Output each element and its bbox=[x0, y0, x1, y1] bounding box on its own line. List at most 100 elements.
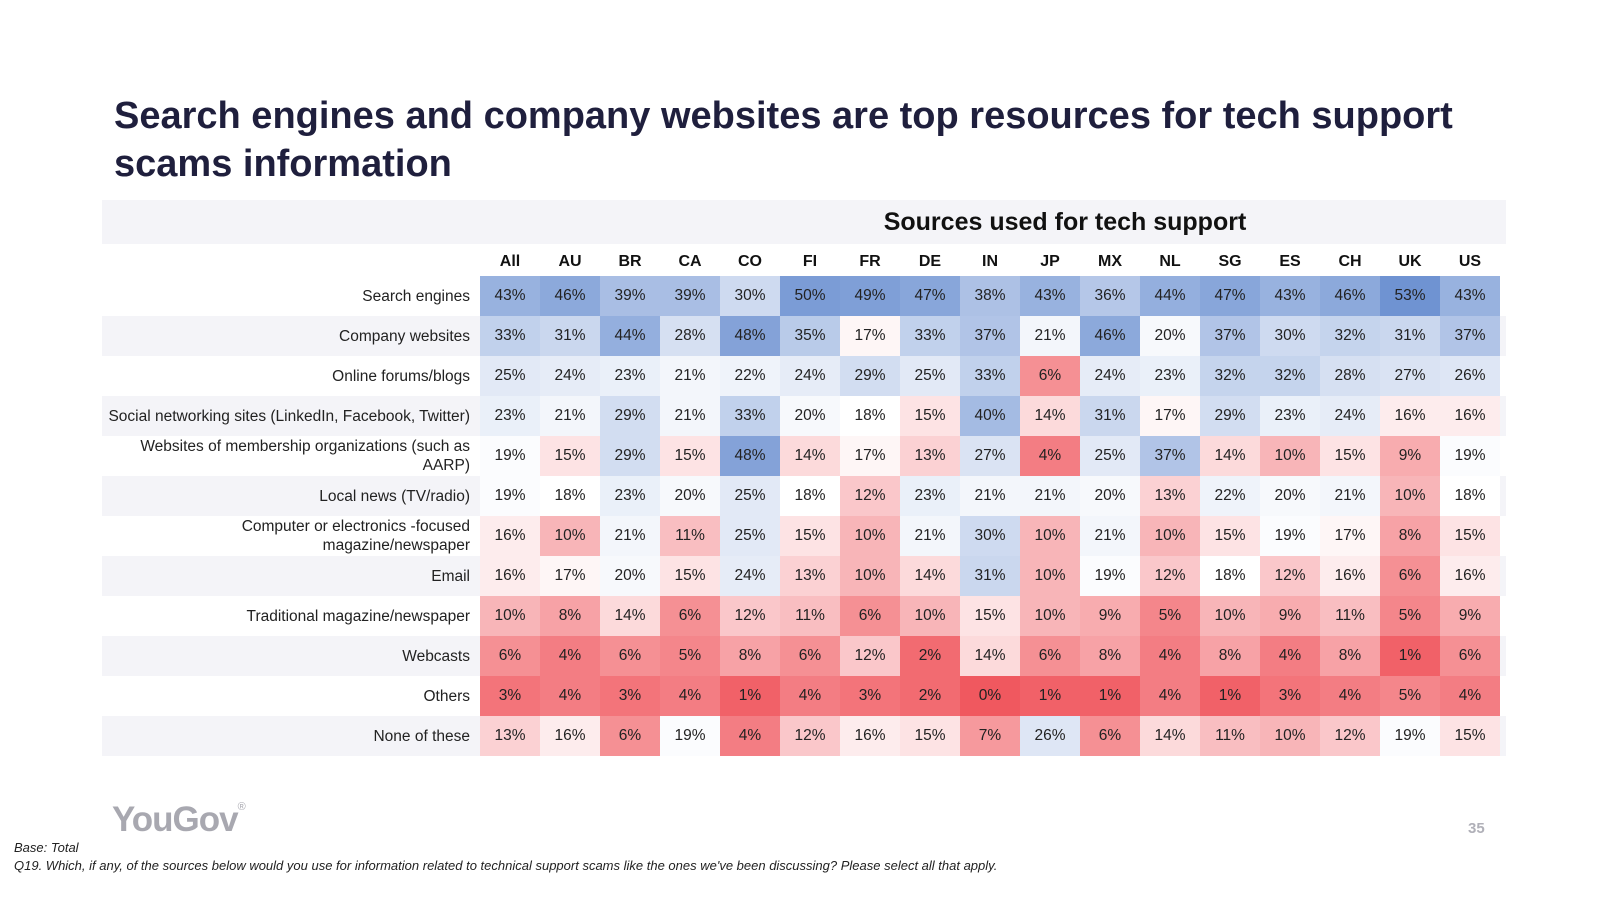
heatmap-cell: 15% bbox=[1440, 716, 1500, 756]
heatmap-cell: 4% bbox=[1440, 676, 1500, 716]
row-label: Online forums/blogs bbox=[332, 367, 470, 385]
heatmap-cell: 21% bbox=[1020, 316, 1080, 356]
heatmap-cell: 1% bbox=[720, 676, 780, 716]
heatmap-cell: 24% bbox=[1320, 396, 1380, 436]
heatmap-cell: 15% bbox=[1200, 516, 1260, 556]
heatmap-cell: 6% bbox=[1020, 636, 1080, 676]
heatmap-cell: 15% bbox=[780, 516, 840, 556]
heatmap-cell: 23% bbox=[900, 476, 960, 516]
heatmap-cell: 4% bbox=[1140, 636, 1200, 676]
heatmap-cell: 10% bbox=[1020, 516, 1080, 556]
heatmap-cell: 18% bbox=[780, 476, 840, 516]
heatmap-cell: 44% bbox=[600, 316, 660, 356]
heatmap-cell: 26% bbox=[1020, 716, 1080, 756]
heatmap-cell: 33% bbox=[480, 316, 540, 356]
heatmap-cell: 21% bbox=[600, 516, 660, 556]
heatmap-cell: 43% bbox=[1020, 276, 1080, 316]
heatmap-cell: 6% bbox=[840, 596, 900, 636]
column-header: JP bbox=[1040, 253, 1060, 270]
heatmap-cell: 1% bbox=[1080, 676, 1140, 716]
heatmap-cell: 20% bbox=[780, 396, 840, 436]
heatmap-cell: 47% bbox=[1200, 276, 1260, 316]
heatmap-cell: 21% bbox=[1320, 476, 1380, 516]
row-label: Webcasts bbox=[402, 647, 470, 665]
row-label: Websites of membership organizations (su… bbox=[140, 438, 470, 474]
heatmap-cell: 32% bbox=[1200, 356, 1260, 396]
heatmap-cell: 10% bbox=[1020, 596, 1080, 636]
heatmap-cell: 39% bbox=[660, 276, 720, 316]
heatmap-cell: 29% bbox=[600, 436, 660, 476]
heatmap-cell: 8% bbox=[540, 596, 600, 636]
row-label: Local news (TV/radio) bbox=[319, 487, 470, 505]
heatmap-cell: 23% bbox=[600, 476, 660, 516]
column-header: SG bbox=[1218, 253, 1242, 270]
heatmap-cell: 6% bbox=[780, 636, 840, 676]
column-header: FI bbox=[802, 253, 818, 270]
heatmap-cell: 29% bbox=[600, 396, 660, 436]
heatmap-cell: 8% bbox=[720, 636, 780, 676]
heatmap-cell: 4% bbox=[720, 716, 780, 756]
heatmap-cell: 46% bbox=[1320, 276, 1380, 316]
heatmap-cell: 43% bbox=[480, 276, 540, 316]
heatmap-cell: 17% bbox=[1320, 516, 1380, 556]
heatmap-cell: 12% bbox=[1260, 556, 1320, 596]
heatmap-cell: 27% bbox=[1380, 356, 1440, 396]
heatmap-cell: 19% bbox=[1380, 716, 1440, 756]
heatmap-cell: 21% bbox=[900, 516, 960, 556]
heatmap-cell: 31% bbox=[960, 556, 1020, 596]
heatmap-cell: 22% bbox=[720, 356, 780, 396]
heatmap-cell: 9% bbox=[1080, 596, 1140, 636]
heatmap-cell: 38% bbox=[960, 276, 1020, 316]
heatmap-cell: 10% bbox=[1260, 716, 1320, 756]
heatmap-cell: 5% bbox=[1380, 596, 1440, 636]
heatmap-cell: 10% bbox=[480, 596, 540, 636]
heatmap-cell: 10% bbox=[1200, 596, 1260, 636]
heatmap-cell: 29% bbox=[1200, 396, 1260, 436]
heatmap-cell: 17% bbox=[840, 436, 900, 476]
heatmap-cell: 22% bbox=[1200, 476, 1260, 516]
heatmap-cell: 25% bbox=[480, 356, 540, 396]
heatmap-cell: 49% bbox=[840, 276, 900, 316]
heatmap-cell: 21% bbox=[960, 476, 1020, 516]
heatmap-cell: 46% bbox=[1080, 316, 1140, 356]
row-label: Others bbox=[423, 687, 470, 705]
heatmap-cell: 28% bbox=[660, 316, 720, 356]
heatmap-cell: 20% bbox=[1140, 316, 1200, 356]
column-header: BR bbox=[618, 253, 642, 270]
heatmap-cell: 25% bbox=[720, 516, 780, 556]
heatmap-cell: 18% bbox=[840, 396, 900, 436]
heatmap-cell: 14% bbox=[1140, 716, 1200, 756]
column-header: FR bbox=[859, 253, 881, 270]
heatmap-cell: 10% bbox=[1140, 516, 1200, 556]
heatmap-cell: 14% bbox=[900, 556, 960, 596]
heatmap-cell: 30% bbox=[720, 276, 780, 316]
heatmap-cell: 6% bbox=[1020, 356, 1080, 396]
heatmap-cell: 18% bbox=[540, 476, 600, 516]
heatmap-table: All AU BR CA CO FI FR DE IN JP MX NL SG ES CH UK US Searc… bbox=[102, 244, 1506, 764]
heatmap-cell: 23% bbox=[600, 356, 660, 396]
heatmap-cell: 19% bbox=[1440, 436, 1500, 476]
heatmap-cell: 7% bbox=[960, 716, 1020, 756]
heatmap-cell: 16% bbox=[1440, 396, 1500, 436]
heatmap-cell: 18% bbox=[1200, 556, 1260, 596]
row-label: Computer or electronics -focused magazin… bbox=[241, 518, 470, 554]
heatmap-cell: 8% bbox=[1380, 516, 1440, 556]
heatmap-cell: 3% bbox=[480, 676, 540, 716]
heatmap-cell: 21% bbox=[540, 396, 600, 436]
heatmap-cell: 15% bbox=[900, 716, 960, 756]
heatmap-cell: 31% bbox=[540, 316, 600, 356]
heatmap-cell: 19% bbox=[1080, 556, 1140, 596]
column-header: CO bbox=[738, 253, 762, 270]
heatmap-cell: 8% bbox=[1080, 636, 1140, 676]
heatmap-cell: 30% bbox=[1260, 316, 1320, 356]
heatmap-cell: 37% bbox=[1440, 316, 1500, 356]
column-header: MX bbox=[1098, 253, 1122, 270]
column-header: CH bbox=[1338, 253, 1362, 270]
heatmap-cell: 25% bbox=[900, 356, 960, 396]
heatmap-cell: 14% bbox=[960, 636, 1020, 676]
heatmap-cell: 12% bbox=[720, 596, 780, 636]
row-label: Company websites bbox=[339, 327, 470, 345]
row-label: Email bbox=[431, 567, 470, 585]
column-header: DE bbox=[918, 253, 942, 270]
heatmap-cell: 10% bbox=[1020, 556, 1080, 596]
